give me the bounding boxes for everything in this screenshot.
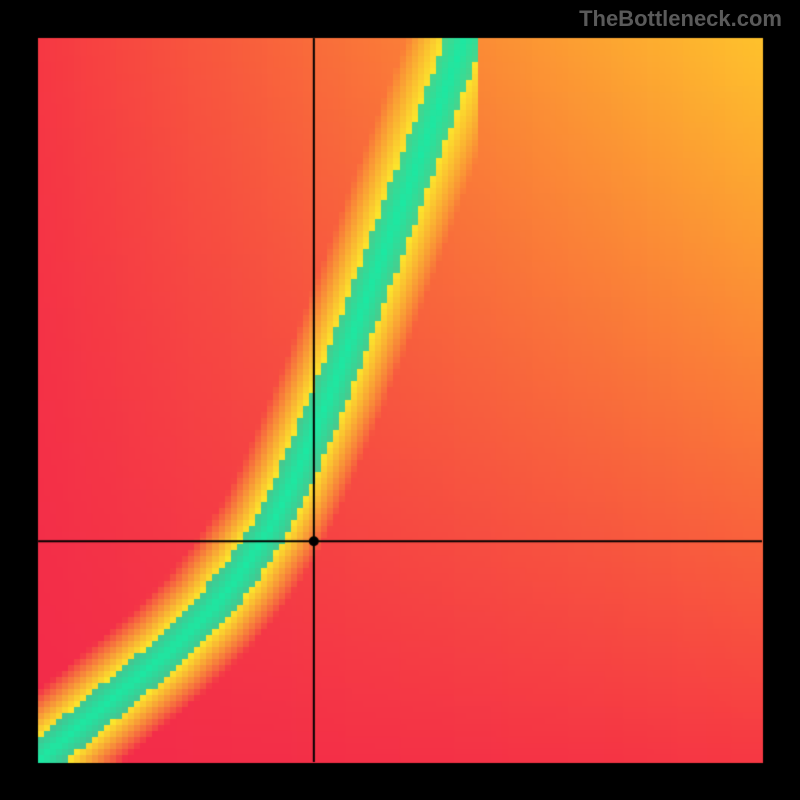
chart-container: TheBottleneck.com	[0, 0, 800, 800]
bottleneck-heatmap	[0, 0, 800, 800]
